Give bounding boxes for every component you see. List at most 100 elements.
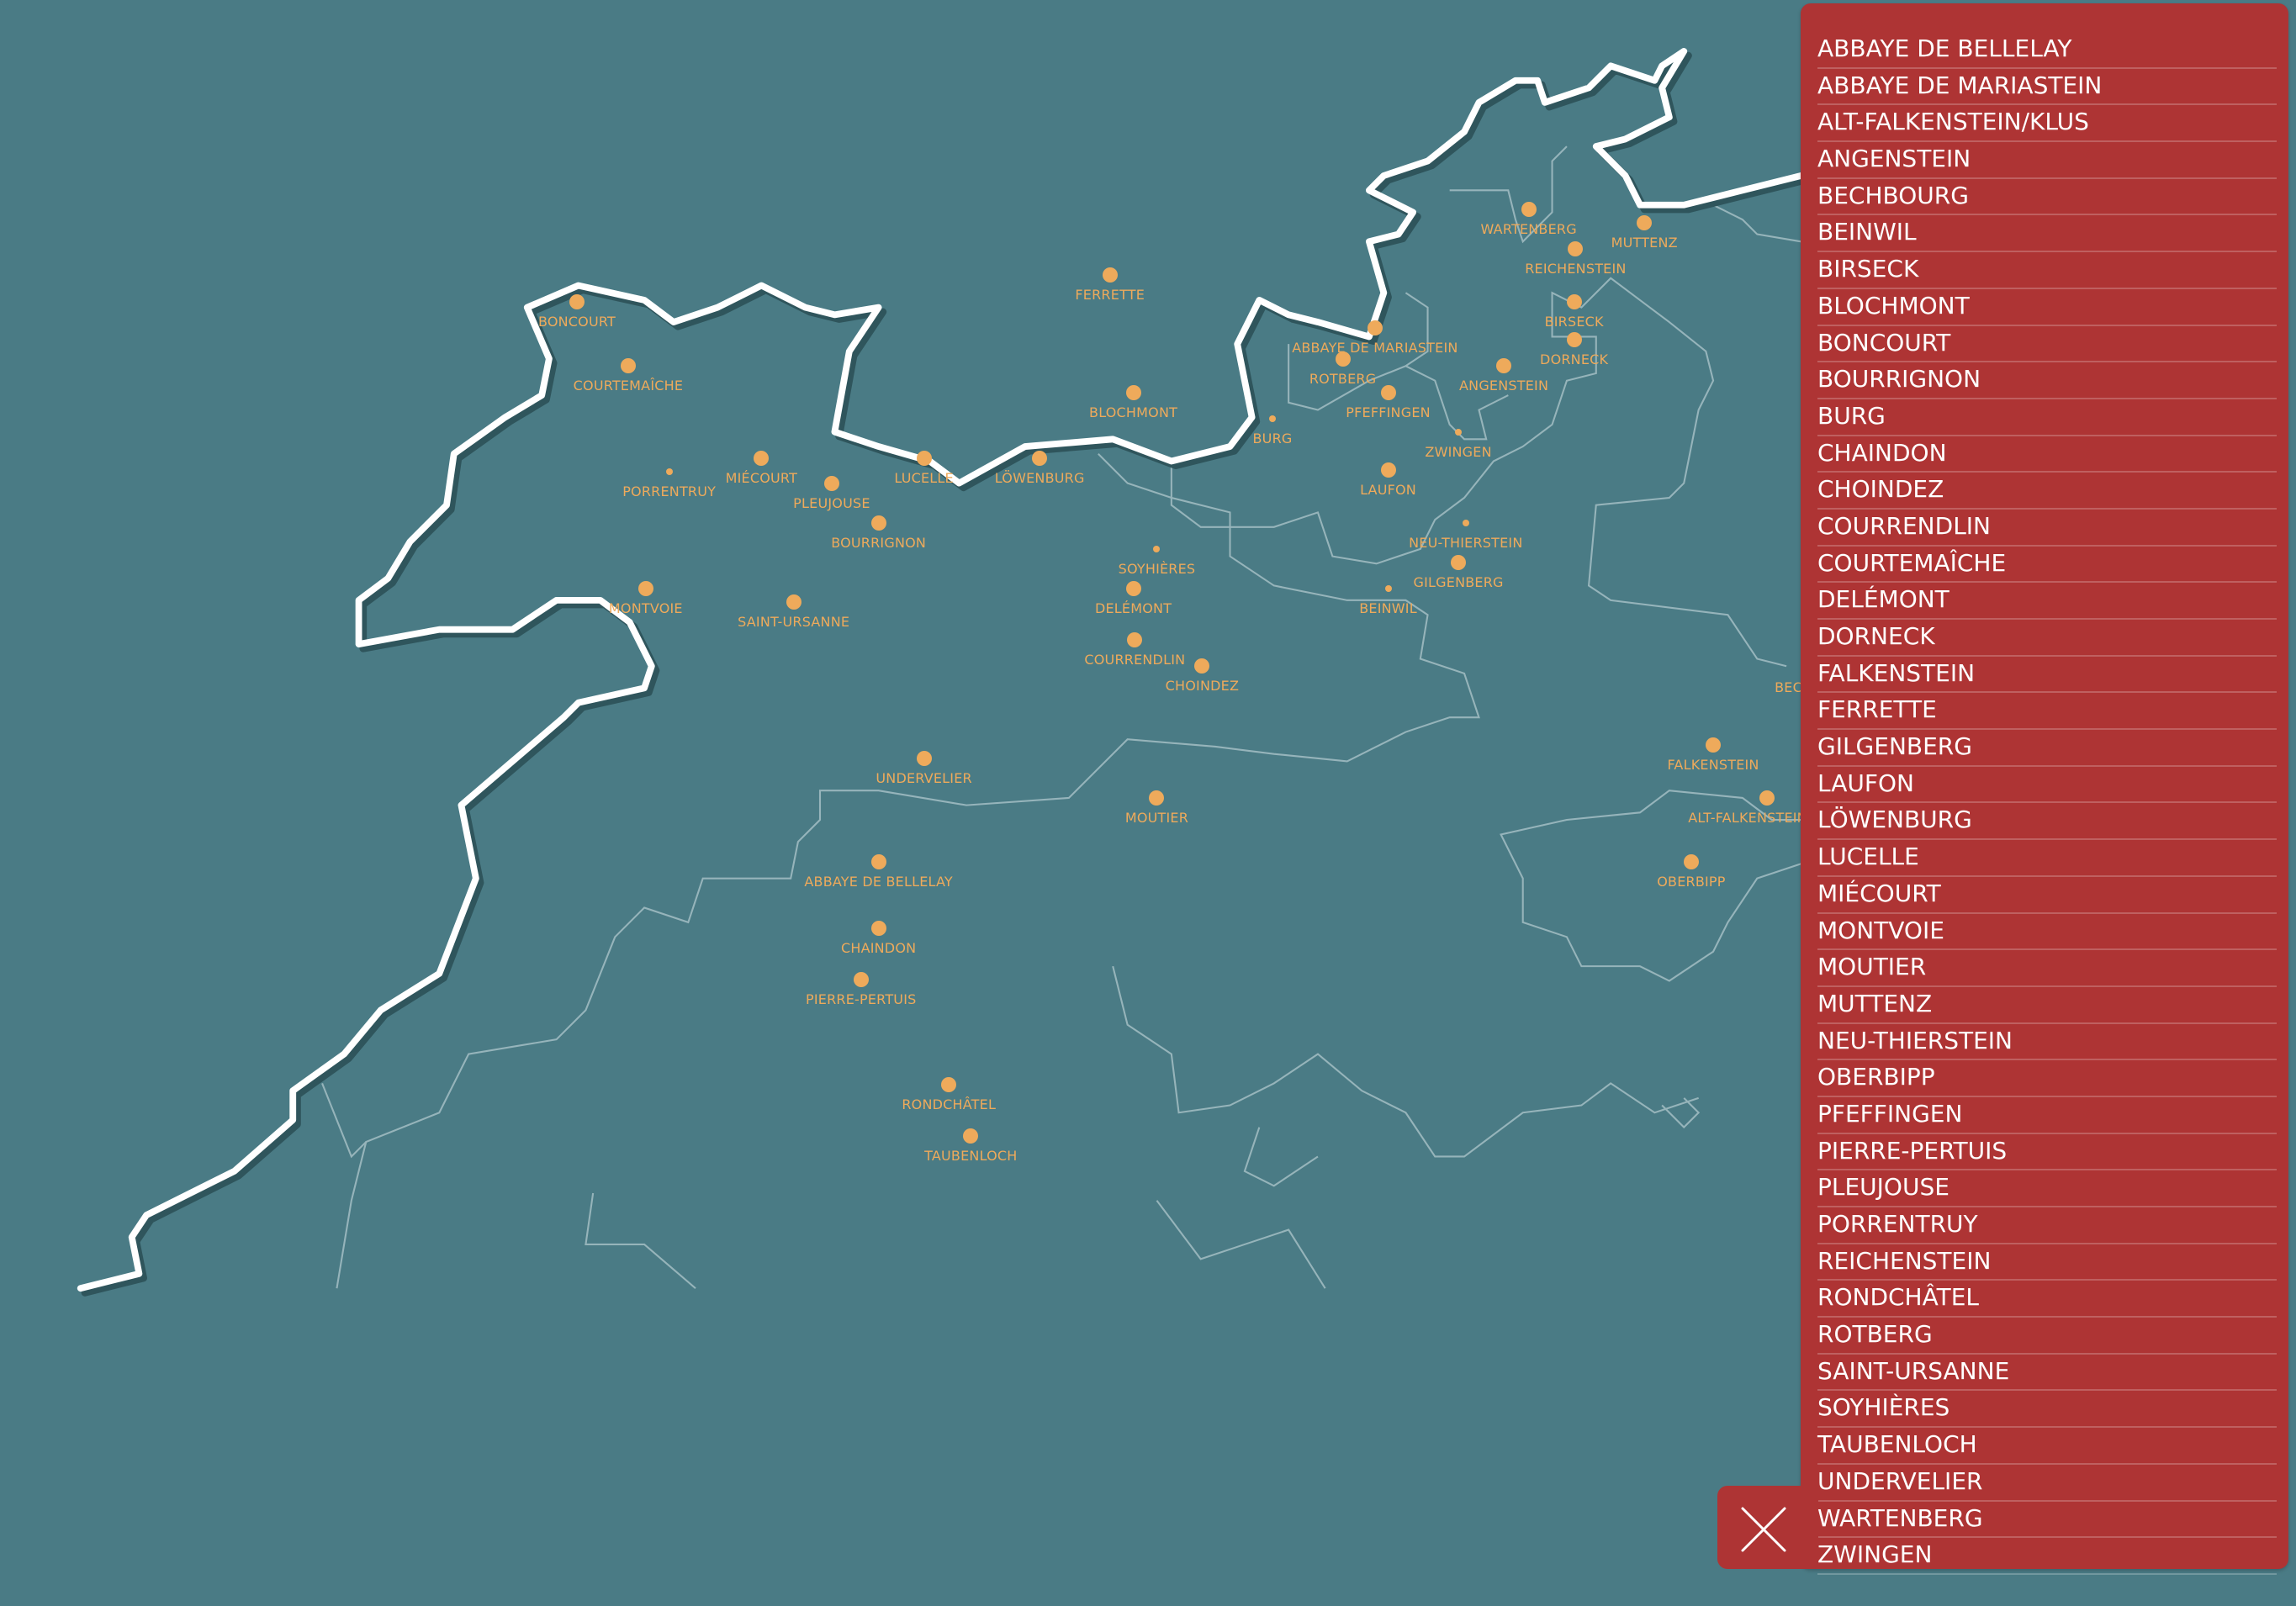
list-item[interactable]: NEU-THIERSTEIN	[1817, 1024, 2277, 1061]
marker-dot[interactable]	[1125, 384, 1141, 400]
marker-dot[interactable]	[1380, 384, 1396, 400]
list-item[interactable]: DELÉMONT	[1817, 583, 2277, 620]
place-label: ROTBERG	[1309, 370, 1377, 387]
marker-dot[interactable]	[1380, 462, 1396, 478]
list-item[interactable]: BONCOURT	[1817, 326, 2277, 363]
list-item[interactable]: ZWINGEN	[1817, 1538, 2277, 1575]
list-item[interactable]: FALKENSTEIN	[1817, 657, 2277, 694]
marker-dot[interactable]	[786, 594, 801, 610]
marker-dot[interactable]	[620, 358, 636, 374]
place-label: REICHENSTEIN	[1525, 260, 1627, 277]
list-item[interactable]: DORNECK	[1817, 620, 2277, 657]
marker-dot[interactable]	[1268, 415, 1276, 422]
marker-dot[interactable]	[1127, 631, 1143, 647]
list-item[interactable]: MOUTIER	[1817, 950, 2277, 987]
place-label: BLOCHMONT	[1089, 404, 1178, 420]
marker-dot[interactable]	[941, 1077, 957, 1093]
list-item[interactable]: PFEFFINGEN	[1817, 1097, 2277, 1134]
list-item[interactable]: SAINT-URSANNE	[1817, 1355, 2277, 1392]
marker-dot[interactable]	[1462, 519, 1469, 526]
list-item[interactable]: BIRSECK	[1817, 252, 2277, 289]
list-item[interactable]: REICHENSTEIN	[1817, 1244, 2277, 1281]
place-label: MUTTENZ	[1611, 234, 1678, 251]
marker-dot[interactable]	[1153, 545, 1161, 552]
marker-dot[interactable]	[1335, 351, 1351, 367]
list-item[interactable]: ABBAYE DE MARIASTEIN	[1817, 69, 2277, 106]
marker-dot[interactable]	[1455, 428, 1463, 436]
list-item[interactable]: PIERRE-PERTUIS	[1817, 1134, 2277, 1171]
marker-dot[interactable]	[963, 1128, 979, 1144]
marker-dot[interactable]	[870, 854, 886, 870]
marker-dot[interactable]	[569, 293, 585, 309]
marker-dot[interactable]	[1149, 790, 1165, 806]
marker-dot[interactable]	[1683, 854, 1699, 870]
list-item[interactable]: BLOCHMONT	[1817, 289, 2277, 326]
place-label: ABBAYE DE MARIASTEIN	[1292, 340, 1458, 356]
list-item[interactable]: LAUFON	[1817, 767, 2277, 804]
marker-dot[interactable]	[1125, 580, 1141, 596]
list-item[interactable]: LÖWENBURG	[1817, 803, 2277, 841]
place-label: COURRENDLIN	[1084, 651, 1186, 668]
marker-dot[interactable]	[1367, 320, 1383, 335]
close-button[interactable]	[1717, 1486, 1818, 1569]
marker-dot[interactable]	[1032, 450, 1048, 466]
marker-dot[interactable]	[823, 475, 839, 491]
list-item[interactable]: RONDCHÂTEL	[1817, 1281, 2277, 1318]
marker-dot[interactable]	[853, 971, 869, 987]
marker-dot[interactable]	[1496, 358, 1512, 374]
list-item[interactable]: MUTTENZ	[1817, 987, 2277, 1024]
list-item[interactable]: FERRETTE	[1817, 693, 2277, 731]
marker-dot[interactable]	[1384, 584, 1392, 592]
list-item[interactable]: ROTBERG	[1817, 1318, 2277, 1355]
list-item[interactable]: BOURRIGNON	[1817, 362, 2277, 399]
marker-dot[interactable]	[1568, 240, 1584, 256]
marker-dot[interactable]	[870, 920, 886, 936]
marker-dot[interactable]	[665, 468, 673, 475]
place-label: FALKENSTEIN	[1667, 757, 1759, 774]
place-label: BEINWIL	[1359, 600, 1417, 616]
place-label: DELÉMONT	[1094, 600, 1172, 616]
list-item[interactable]: TAUBENLOCH	[1817, 1428, 2277, 1465]
list-item[interactable]: WARTENBERG	[1817, 1502, 2277, 1539]
marker-dot[interactable]	[870, 515, 886, 531]
list-item[interactable]: UNDERVELIER	[1817, 1465, 2277, 1502]
places-list: ABBAYE DE BELLELAY ABBAYE DE MARIASTEIN AL…	[1817, 32, 2277, 1575]
list-item[interactable]: GILGENBERG	[1817, 730, 2277, 767]
list-item[interactable]: ABBAYE DE BELLELAY	[1817, 32, 2277, 69]
list-item[interactable]: OBERBIPP	[1817, 1060, 2277, 1097]
place-label: OBERBIPP	[1657, 874, 1726, 890]
list-item[interactable]: MIÉCOURT	[1817, 877, 2277, 914]
marker-dot[interactable]	[916, 450, 932, 466]
list-item[interactable]: LUCELLE	[1817, 840, 2277, 877]
marker-dot[interactable]	[637, 580, 653, 596]
list-item[interactable]: BURG	[1817, 399, 2277, 436]
list-item[interactable]: SOYHIÈRES	[1817, 1391, 2277, 1429]
list-item[interactable]: ANGENSTEIN	[1817, 142, 2277, 179]
place-label: ZWINGEN	[1425, 443, 1492, 460]
list-item[interactable]: CHOINDEZ	[1817, 473, 2277, 510]
list-item[interactable]: BECHBOURG	[1817, 179, 2277, 216]
place-label: MONTVOIE	[608, 600, 683, 616]
marker-dot[interactable]	[1759, 790, 1775, 806]
marker-dot[interactable]	[1706, 737, 1722, 753]
marker-dot[interactable]	[1566, 293, 1582, 309]
marker-dot[interactable]	[1566, 331, 1582, 347]
list-item[interactable]: CHAINDON	[1817, 436, 2277, 473]
list-item[interactable]: PORRENTRUY	[1817, 1207, 2277, 1244]
marker-dot[interactable]	[754, 450, 770, 466]
list-item[interactable]: PLEUJOUSE	[1817, 1170, 2277, 1207]
list-item[interactable]: MONTVOIE	[1817, 914, 2277, 951]
list-item[interactable]: ALT-FALKENSTEIN/KLUS	[1817, 105, 2277, 143]
list-item[interactable]: BEINWIL	[1817, 215, 2277, 253]
place-label: BONCOURT	[537, 313, 616, 330]
marker-dot[interactable]	[1451, 554, 1467, 570]
place-label: WARTENBERG	[1480, 220, 1577, 237]
list-item[interactable]: COURRENDLIN	[1817, 510, 2277, 547]
marker-dot[interactable]	[1637, 214, 1653, 230]
marker-dot[interactable]	[916, 750, 932, 766]
marker-dot[interactable]	[1102, 267, 1118, 283]
marker-dot[interactable]	[1521, 201, 1537, 217]
list-item[interactable]: COURTEMAÎCHE	[1817, 547, 2277, 584]
marker-dot[interactable]	[1194, 658, 1210, 674]
